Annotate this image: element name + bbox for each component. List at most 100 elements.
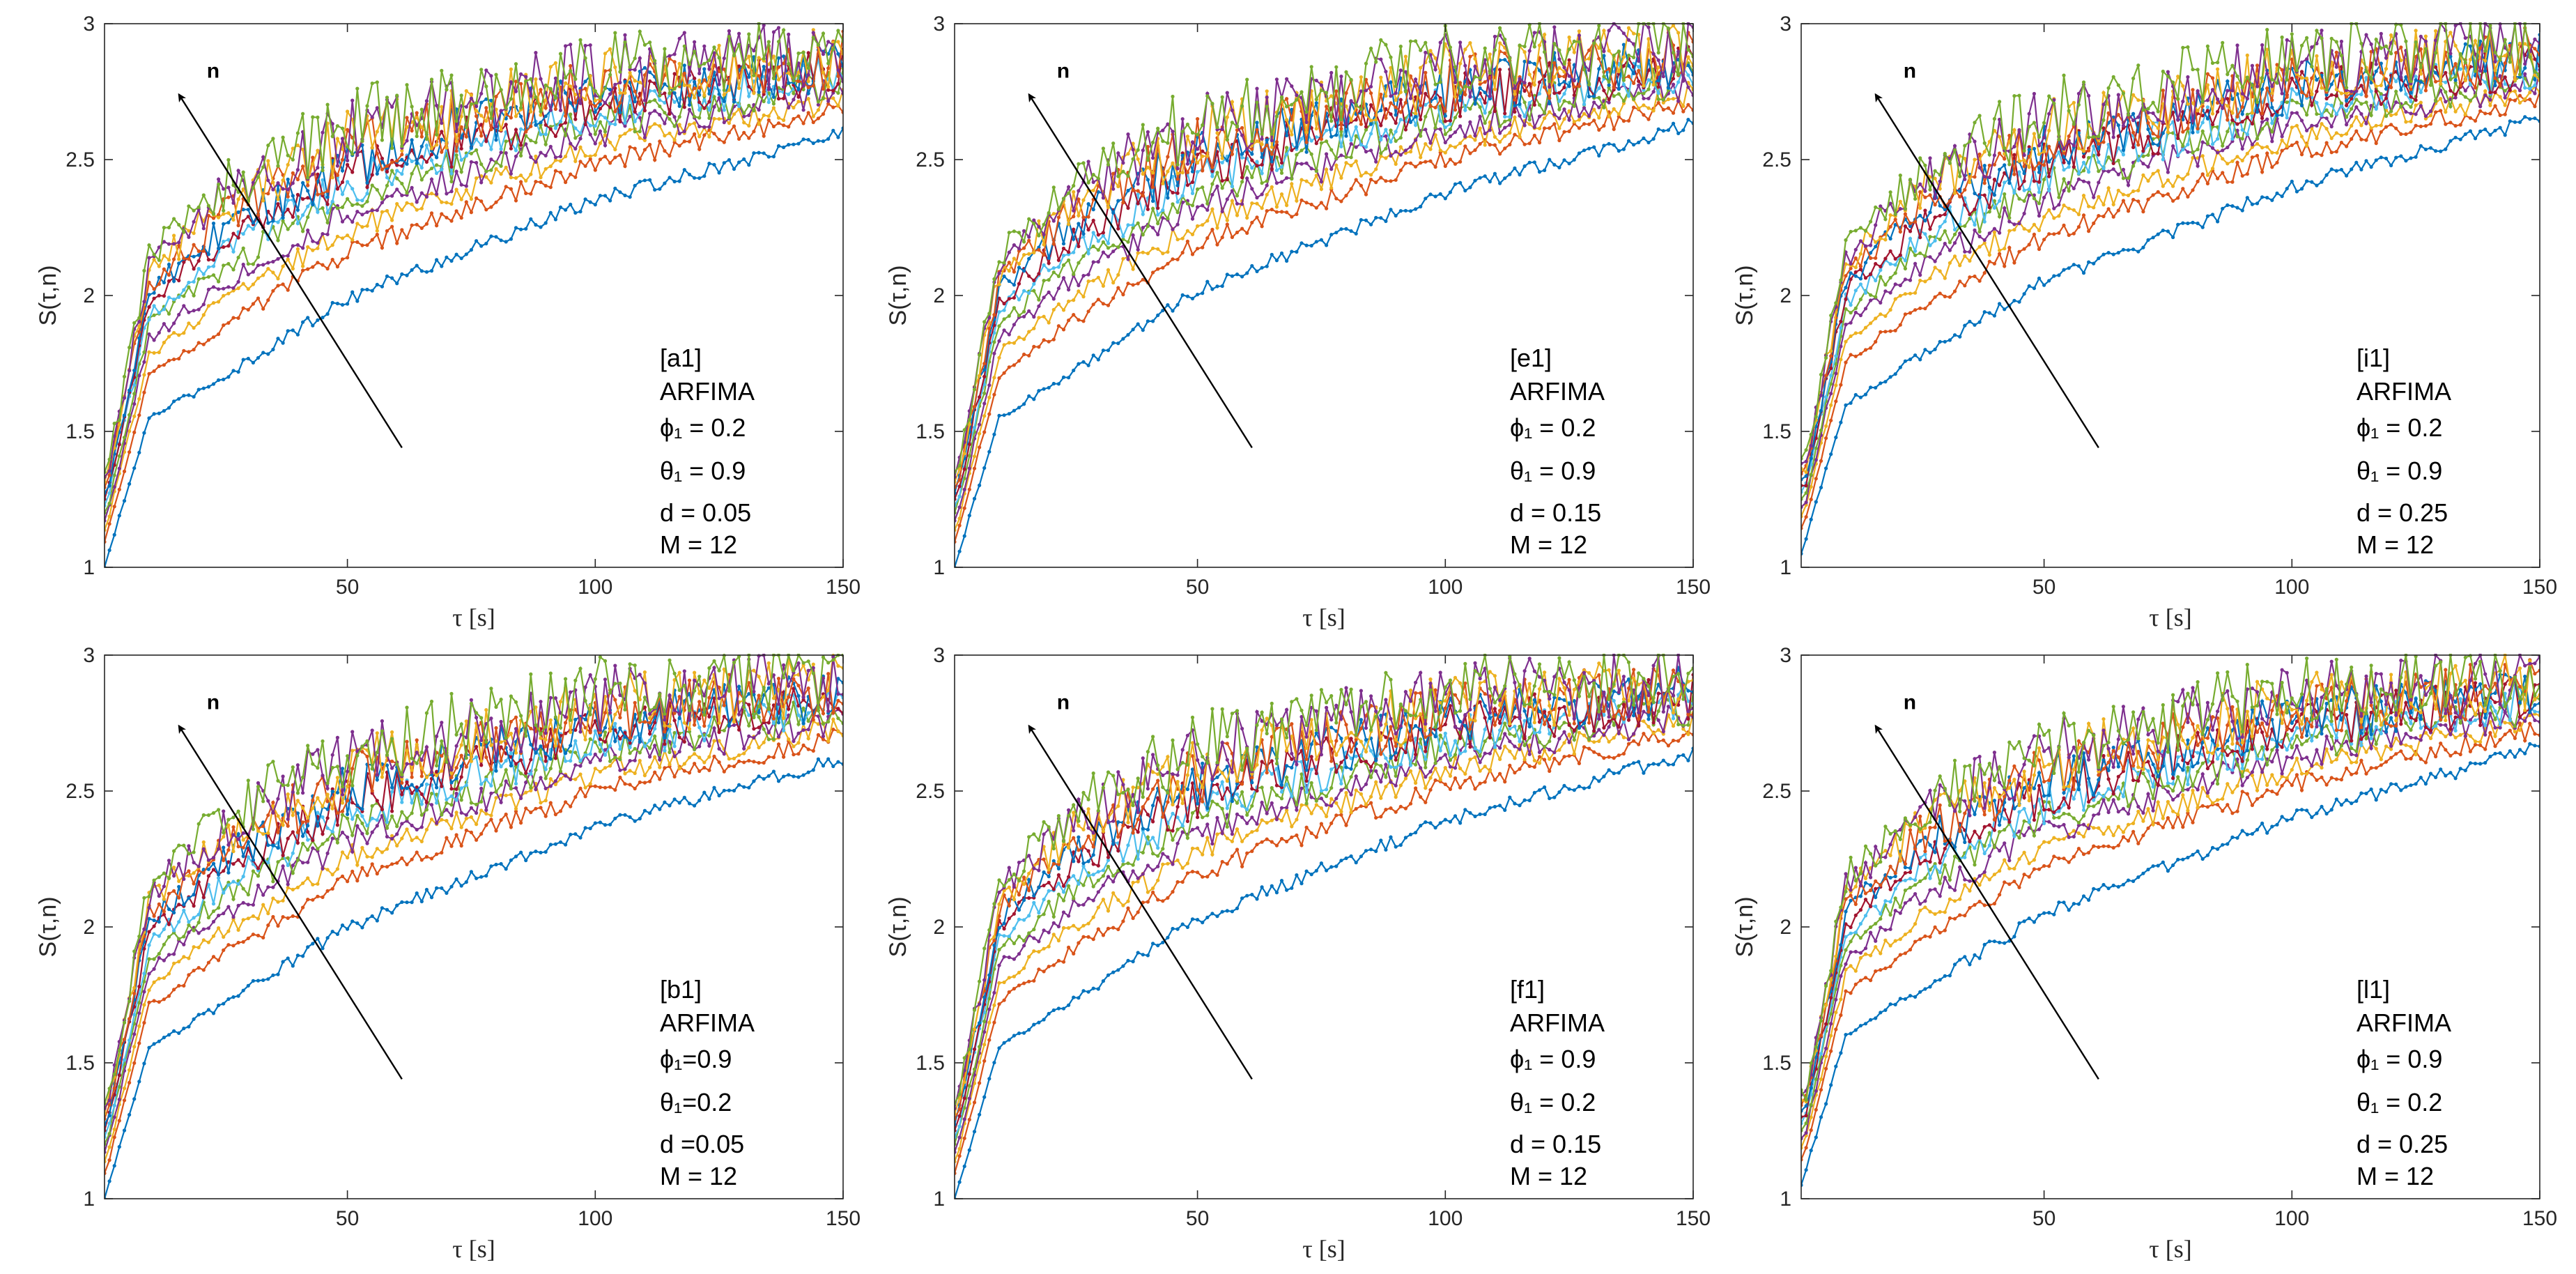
arrow-label: n: [1904, 691, 1916, 714]
x-tick-label: 50: [1186, 576, 1209, 599]
series-markers-n3: [105, 717, 843, 1164]
x-tick-label: 100: [1428, 1207, 1463, 1230]
series-line-n4: [105, 708, 843, 1153]
annotation-line: d = 0.05: [660, 498, 751, 527]
y-tick-label: 1: [1780, 1188, 1791, 1211]
series-markers-n1: [1801, 742, 2540, 1188]
series-markers-n2: [955, 99, 1693, 544]
series-line-n12: [955, 654, 1693, 1105]
series-group: [1801, 22, 2540, 556]
series-markers-n1: [955, 118, 1693, 567]
annotation-line: θ₁ = 0.9: [660, 456, 746, 485]
y-tick-label: 3: [1780, 13, 1791, 36]
series-markers-n4: [105, 707, 843, 1154]
y-tick-label: 1.5: [916, 1052, 945, 1075]
trend-arrow: [1028, 724, 1253, 1080]
annotation-line: M = 12: [1510, 530, 1587, 559]
annotation-line: ϕ₁=0.9: [660, 1045, 732, 1073]
x-tick-label: 100: [2274, 576, 2309, 599]
arrow-label: n: [1057, 691, 1070, 714]
annotation-line: θ₁=0.2: [660, 1088, 732, 1116]
y-tick-label: 3: [83, 13, 95, 36]
x-tick-label: 150: [2522, 576, 2557, 599]
series-line-n10: [105, 654, 843, 1114]
annotation-line: [f1]: [1510, 975, 1545, 1004]
y-tick-label: 1.5: [916, 420, 945, 443]
annotation-line: ϕ₁ = 0.9: [2357, 1045, 2442, 1073]
series-markers-n12: [955, 22, 1693, 475]
series-line-n5: [105, 702, 843, 1145]
y-tick-label: 2: [1780, 284, 1791, 307]
x-tick-label: 150: [826, 1207, 861, 1230]
series-line-n12: [105, 23, 843, 473]
series-markers-n5: [955, 691, 1693, 1146]
y-tick-label: 2: [83, 284, 95, 307]
y-tick-label: 2.5: [1762, 148, 1791, 171]
x-tick-label: 100: [1428, 576, 1463, 599]
series-line-n12: [105, 654, 843, 1104]
series-markers-n10: [1801, 29, 2540, 475]
series-markers-n3: [955, 711, 1693, 1164]
y-axis-label: S(τ,n): [35, 896, 61, 957]
x-axis-label: τ [s]: [1302, 604, 1345, 631]
y-tick-label: 2.5: [65, 780, 95, 803]
x-tick-label: 50: [2033, 576, 2056, 599]
y-tick-label: 1.5: [1762, 420, 1791, 443]
annotation-line: M = 12: [660, 530, 737, 559]
series-line-n6: [105, 688, 843, 1137]
y-tick-label: 1.5: [65, 420, 95, 443]
arrow-label: n: [207, 59, 219, 82]
trend-arrow: [1874, 724, 2099, 1080]
series-line-n2: [105, 728, 843, 1174]
x-tick-label: 50: [336, 576, 359, 599]
annotation-line: [i1]: [2357, 344, 2390, 372]
series-markers-n2: [105, 728, 843, 1176]
y-tick-label: 1: [933, 1188, 945, 1211]
series-line-n4: [1801, 708, 2540, 1139]
y-axis-label: S(τ,n): [885, 265, 911, 325]
annotation-line: M = 12: [2357, 530, 2434, 559]
x-axis-label: τ [s]: [452, 1235, 495, 1263]
x-tick-label: 100: [578, 1207, 612, 1230]
y-tick-label: 1: [933, 556, 945, 579]
series-line-n9: [955, 29, 1693, 489]
series-markers-n9: [1801, 26, 2540, 476]
arrow-label: n: [1057, 59, 1070, 82]
series-markers-n1: [105, 126, 843, 567]
annotation-line: [l1]: [2357, 975, 2390, 1004]
series-markers-n12: [105, 654, 843, 1106]
annotation-line: M = 12: [2357, 1162, 2434, 1190]
series-group: [1801, 654, 2540, 1188]
series-markers-n2: [1801, 721, 2540, 1162]
y-tick-label: 2: [83, 916, 95, 939]
y-tick-label: 1: [83, 1188, 95, 1211]
y-tick-label: 1.5: [1762, 1052, 1791, 1075]
annotation-line: ARFIMA: [2357, 1008, 2451, 1037]
annotation-line: d = 0.25: [2357, 498, 2448, 527]
annotation-line: [a1]: [660, 344, 702, 372]
annotation-line: ϕ₁ = 0.2: [660, 413, 746, 442]
arrow-label: n: [207, 691, 219, 714]
series-group: [955, 22, 1693, 567]
y-tick-label: 2: [933, 284, 945, 307]
x-tick-label: 50: [1186, 1207, 1209, 1230]
x-tick-label: 100: [2274, 1207, 2309, 1230]
x-axis-label: τ [s]: [2149, 604, 2191, 631]
annotation-line: ARFIMA: [1510, 1008, 1605, 1037]
series-markers-n12: [1801, 22, 2540, 461]
series-line-n1: [1801, 743, 2540, 1185]
annotation-line: θ₁ = 0.2: [2357, 1088, 2442, 1116]
y-axis-label: S(τ,n): [35, 265, 61, 325]
y-tick-label: 3: [933, 644, 945, 667]
series-line-n1: [1801, 116, 2540, 554]
y-axis-label: S(τ,n): [1732, 265, 1758, 325]
x-tick-label: 100: [578, 576, 612, 599]
series-line-n4: [105, 80, 843, 521]
series-markers-n12: [105, 22, 843, 475]
y-tick-label: 2.5: [65, 148, 95, 171]
annotation-line: ARFIMA: [660, 377, 755, 406]
series-group: [105, 22, 843, 567]
y-axis-label: S(τ,n): [885, 896, 911, 957]
y-tick-label: 3: [933, 13, 945, 36]
